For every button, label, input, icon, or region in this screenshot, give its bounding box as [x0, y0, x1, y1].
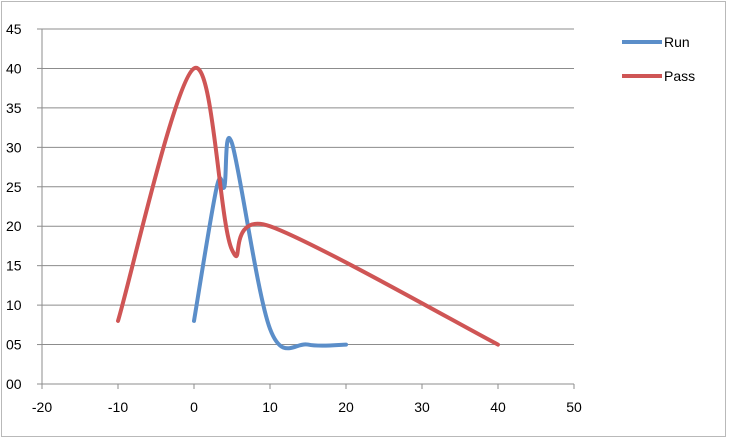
- x-tick-label: 50: [566, 399, 582, 415]
- series-line-pass: [116, 66, 500, 347]
- x-tick-label: 10: [262, 399, 278, 415]
- y-tick-label: 30: [6, 139, 22, 155]
- axes: [37, 28, 575, 389]
- y-tick-label: 35: [6, 100, 22, 116]
- y-tick-label: 40: [6, 60, 22, 76]
- x-tick-label: 40: [490, 399, 506, 415]
- series-line-run: [192, 136, 348, 351]
- y-tick-label: 20: [6, 218, 22, 234]
- x-tick-label: 0: [190, 399, 198, 415]
- y-tick-label: 00: [6, 376, 22, 392]
- x-tick-label: -20: [32, 399, 52, 415]
- x-tick-label: 30: [414, 399, 430, 415]
- y-tick-label: 15: [6, 258, 22, 274]
- legend-label-pass: Pass: [664, 68, 695, 84]
- y-tick-label: 25: [6, 179, 22, 195]
- legend-label-run: Run: [664, 34, 690, 50]
- y-tick-label: 45: [6, 21, 22, 37]
- y-tick-label: 05: [6, 337, 22, 353]
- series-lines: [116, 66, 500, 351]
- legend: Run Pass: [622, 34, 695, 84]
- y-tick-label: 10: [6, 297, 22, 313]
- x-tick-label: 20: [338, 399, 354, 415]
- x-tick-label: -10: [108, 399, 128, 415]
- gridlines: [42, 28, 574, 346]
- x-axis-tick-labels: -20 -10 0 10 20 30 40 50: [32, 399, 582, 415]
- y-axis-tick-labels: 00 05 10 15 20 25 30 35 40 45: [6, 21, 22, 392]
